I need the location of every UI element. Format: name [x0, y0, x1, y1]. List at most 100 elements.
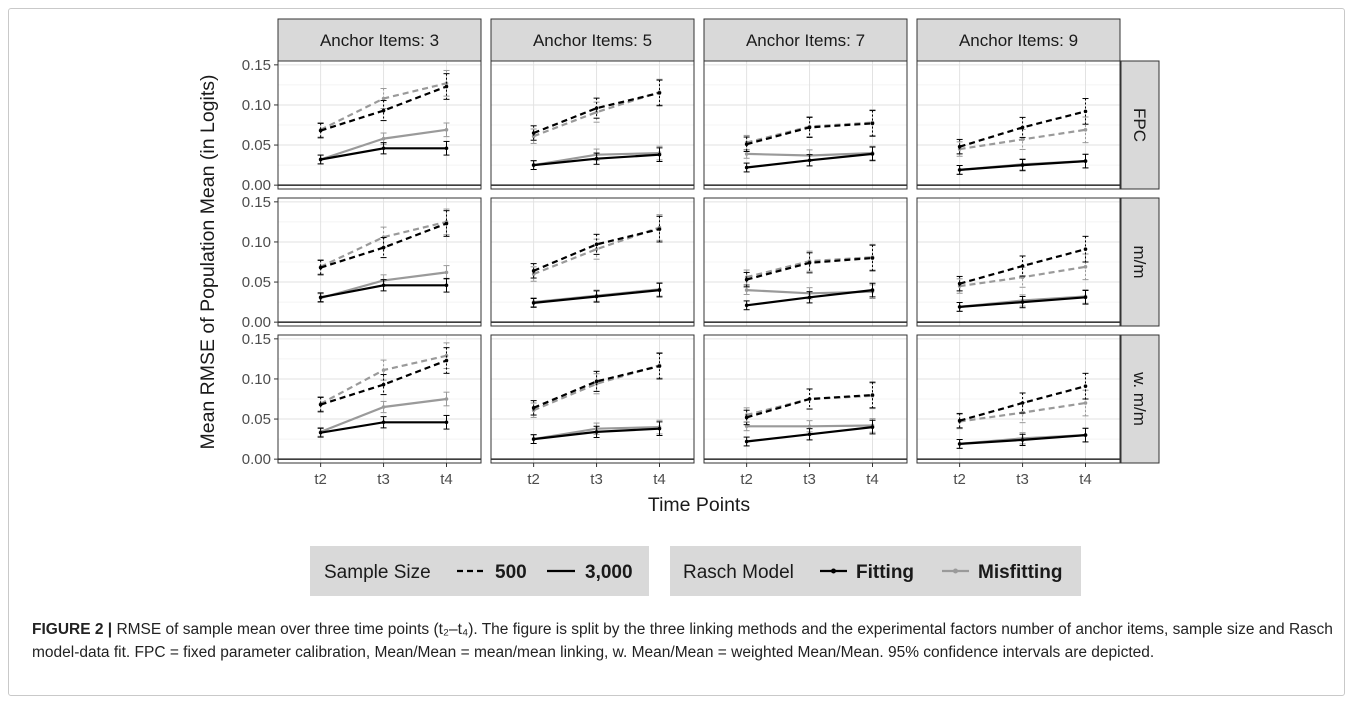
series-line-500_fitting: [320, 359, 447, 406]
data-point: [531, 134, 536, 139]
data-point: [1083, 401, 1088, 405]
data-point: [1083, 247, 1088, 251]
data-point: [444, 221, 449, 226]
data-point: [1083, 109, 1088, 114]
y-tick-label: 0.00: [242, 451, 271, 468]
panel-border: [490, 197, 695, 327]
facet-strip-label: Anchor Items: 5: [533, 31, 652, 50]
panel-border: [490, 334, 695, 464]
data-point: [444, 146, 449, 151]
data-point: [318, 157, 323, 162]
data-point: [744, 439, 749, 444]
data-point: [381, 245, 386, 250]
data-point: [870, 393, 875, 397]
data-point: [870, 121, 875, 126]
data-point: [744, 152, 749, 156]
x-tick-label: t2: [740, 471, 753, 488]
x-tick-label: t3: [1016, 471, 1029, 488]
y-tick-label: 0.10: [242, 97, 271, 114]
data-point: [957, 305, 962, 309]
data-point: [381, 283, 386, 288]
y-tick-label: 0.00: [242, 177, 271, 194]
data-point: [807, 295, 812, 300]
x-tick-label: t4: [1079, 471, 1092, 488]
data-point: [594, 156, 599, 161]
data-point: [318, 295, 323, 300]
data-point: [807, 432, 812, 437]
data-point: [807, 125, 812, 130]
facet-strip-label: FPC: [1130, 108, 1149, 142]
legend-key-point: [953, 568, 958, 574]
y-tick-label: 0.10: [242, 234, 271, 251]
data-point: [957, 144, 962, 149]
panel-border: [916, 60, 1121, 190]
legend-label: Misfitting: [978, 562, 1062, 583]
data-point: [1020, 125, 1025, 130]
data-point: [381, 382, 386, 387]
facet-strip-label: Anchor Items: 3: [320, 31, 439, 50]
data-point: [744, 277, 749, 282]
y-tick-label: 0.00: [242, 314, 271, 331]
data-point: [1020, 401, 1025, 405]
x-tick-label: t3: [803, 471, 816, 488]
y-tick-label: 0.10: [242, 371, 271, 388]
series-line-500_fitting: [533, 228, 660, 272]
series-line-500_fitting: [533, 365, 660, 409]
panel-border: [703, 60, 908, 190]
data-point: [657, 364, 662, 368]
data-point: [1083, 159, 1088, 163]
data-point: [1020, 438, 1025, 442]
data-point: [531, 437, 536, 441]
data-point: [657, 91, 662, 95]
data-point: [657, 288, 662, 292]
data-point: [381, 146, 386, 151]
legend-box-rasch-model: [670, 546, 1081, 596]
data-point: [318, 265, 323, 270]
x-tick-label: t3: [377, 471, 390, 488]
data-point: [531, 163, 536, 167]
caption-label: FIGURE 2 |: [32, 621, 113, 638]
panel-border: [277, 334, 482, 464]
facet-strip-col: [490, 18, 695, 62]
data-point: [1083, 265, 1088, 269]
series-line-500_misfitting: [320, 220, 447, 268]
data-point: [531, 269, 536, 273]
y-tick-label: 0.05: [242, 137, 271, 154]
data-point: [1020, 300, 1025, 304]
legend-label: 3,000: [585, 562, 633, 583]
data-point: [444, 128, 449, 132]
data-point: [957, 418, 962, 423]
data-point: [318, 128, 323, 133]
data-point: [870, 288, 875, 292]
figure-frame: Anchor Items: 3 Anchor Items: 5 Anchor Ite…: [8, 8, 1345, 696]
data-point: [594, 430, 599, 434]
legend-label: Fitting: [856, 562, 914, 583]
data-point: [444, 270, 449, 275]
data-point: [1083, 295, 1088, 300]
data-point: [381, 96, 386, 101]
caption-text: RMSE of sample mean over three time poin…: [32, 621, 1333, 661]
data-point: [381, 405, 386, 409]
data-point: [957, 168, 962, 172]
data-point: [744, 424, 749, 429]
x-tick-label: t2: [527, 471, 540, 488]
data-point: [1083, 128, 1088, 132]
panel-border: [916, 197, 1121, 327]
panel-border: [277, 197, 482, 327]
data-point: [531, 301, 536, 305]
data-point: [444, 420, 449, 425]
data-point: [444, 358, 449, 363]
data-point: [381, 136, 386, 141]
y-tick-label: 0.05: [242, 274, 271, 291]
data-point: [318, 402, 323, 407]
data-point: [1020, 264, 1025, 268]
x-tick-label: t4: [866, 471, 879, 488]
data-point: [594, 242, 599, 247]
figure-caption: FIGURE 2 | RMSE of sample mean over thre…: [32, 618, 1342, 664]
data-point: [744, 142, 749, 147]
data-point: [744, 415, 749, 420]
facet-strip-label: w. m/m: [1130, 371, 1149, 426]
data-point: [594, 247, 599, 251]
panel-border: [490, 60, 695, 190]
data-point: [957, 442, 962, 446]
